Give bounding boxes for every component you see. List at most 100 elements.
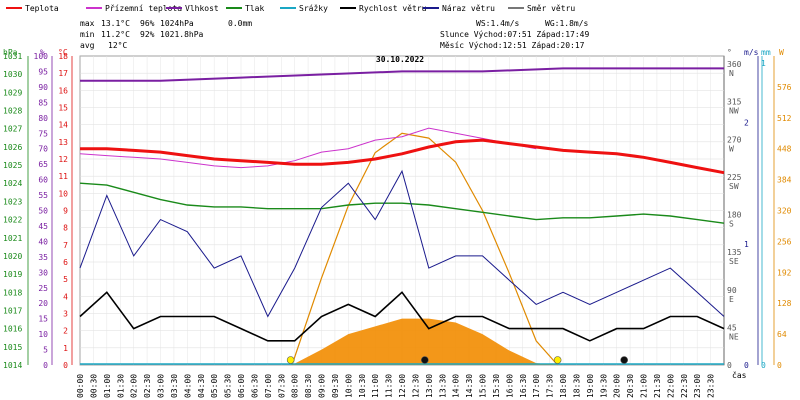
series-temperature [80, 138, 725, 175]
axis-pct-tick: 60 [38, 176, 48, 185]
axis-x-tick: 23:30 [707, 374, 716, 398]
axis-dir-tick: 180 [727, 211, 742, 220]
axis-wm2-tick: 384 [777, 176, 792, 185]
axis-dir-tick: 225 [727, 173, 742, 182]
axis-degc-tick: 0 [63, 361, 68, 370]
axis-x-tick: 22:30 [680, 374, 689, 398]
axis-dir-label: W [729, 144, 734, 153]
axis-x-tick: 14:00 [452, 374, 461, 398]
legend-label: Teplota [25, 4, 59, 13]
axis-hpa-tick: 1015 [3, 343, 22, 352]
axis-x-tick: 05:30 [224, 374, 233, 398]
axis-degc-tick: 10 [58, 189, 68, 198]
axis-ms-tick: 1 [744, 240, 749, 249]
axis-pct-tick: 35 [38, 253, 48, 262]
axis-degc-tick: 17 [58, 69, 68, 78]
series-wind-gust [79, 169, 725, 318]
axis-hpa-tick: 1022 [3, 216, 22, 225]
axis-dir-tick: 90 [727, 286, 737, 295]
series-wind-speed [79, 291, 725, 342]
axis-degc-tick: 14 [58, 121, 68, 130]
axis-pct-tick: 70 [38, 145, 48, 154]
axis-pct-tick: 90 [38, 83, 48, 92]
stat-min-label: min [80, 30, 95, 39]
legend-label: Rychlost větru [359, 4, 427, 13]
axis-pct-tick: 100 [34, 52, 49, 61]
axis-dir-tick: 0 [727, 361, 732, 370]
axis-x-tick: 17:00 [532, 374, 541, 398]
axis-x-tick: 02:30 [143, 374, 152, 398]
axis-degc-unit: °C [58, 48, 68, 57]
axis-dir-tick: 270 [727, 135, 742, 144]
axis-x-tick: 19:30 [599, 374, 608, 398]
axis-x-tick: 21:30 [653, 374, 662, 398]
axis-x-tick: 15:00 [479, 374, 488, 398]
axis-hpa-tick: 1024 [3, 179, 22, 188]
axis-degc-tick: 5 [63, 275, 68, 284]
legend-label: Vlhkost [185, 4, 219, 13]
legend-label: Směr větru [527, 4, 575, 13]
axis-x-tick: 08:30 [304, 374, 313, 398]
axis-x-tick: 03:00 [157, 374, 166, 398]
axis-x-tick: 06:30 [250, 374, 259, 398]
stat-max-press: 1024hPa [160, 19, 194, 28]
axis-dir-label: SE [729, 257, 739, 266]
moonset-marker [620, 356, 628, 364]
axis-degc-tick: 1 [63, 344, 68, 353]
axis-pct-tick: 65 [38, 160, 48, 169]
axis-dir-tick: 315 [727, 98, 742, 107]
axis-x-tick: 01:00 [103, 374, 112, 398]
axis-x-tick: 07:00 [264, 374, 273, 398]
stat-max-rain: 0.0mm [228, 19, 252, 28]
axis-pct-tick: 20 [38, 299, 48, 308]
info-wg: WG:1.8m/s [545, 19, 589, 28]
series-ground-temperature [79, 127, 537, 169]
axis-x-tick: 03:30 [170, 374, 179, 398]
axis-dir-tick: 135 [727, 248, 742, 257]
axis-hpa-unit: hPa [3, 48, 18, 57]
axis-pct-tick: 75 [38, 129, 48, 138]
axis-degc-tick: 15 [58, 104, 68, 113]
moonrise-marker [421, 356, 429, 364]
axis-hpa-tick: 1018 [3, 288, 22, 297]
sunrise-marker [286, 356, 295, 364]
axis-pct-tick: 85 [38, 98, 48, 107]
stat-min-hum: 92% [140, 30, 155, 39]
axis-dir-label: N [729, 69, 734, 78]
axis-x-tick: 11:00 [371, 374, 380, 398]
axis-hpa-tick: 1023 [3, 197, 22, 206]
axis-x-tick: 09:00 [318, 374, 327, 398]
axis-hpa-tick: 1028 [3, 107, 22, 116]
axis-hpa-tick: 1016 [3, 325, 22, 334]
axis-x-tick: 19:00 [586, 374, 595, 398]
axis-dir-label: E [729, 295, 734, 304]
axis-pct-tick: 10 [38, 330, 48, 339]
axis-dir-tick: 45 [727, 323, 737, 332]
axis-x-tick: 18:30 [572, 374, 581, 398]
chart-title: 30.10.2022 [376, 55, 424, 64]
axis-x-tick: 13:30 [438, 374, 447, 398]
axis-dir-label: S [729, 220, 734, 229]
axis-time-label: čas [732, 370, 747, 380]
axis-ms-tick: 2 [744, 119, 749, 128]
axis-degc-tick: 4 [63, 292, 68, 301]
axis-degc-tick: 6 [63, 258, 68, 267]
axis-x-tick: 15:30 [492, 374, 501, 398]
axis-hpa-tick: 1017 [3, 306, 22, 315]
axis-ms-unit: m/s [744, 48, 759, 57]
axis-dir-label: SW [729, 182, 739, 191]
axis-degc-tick: 9 [63, 207, 68, 216]
axis-x-tick: 10:00 [344, 374, 353, 398]
axis-dir-tick: 360 [727, 60, 742, 69]
axis-x-tick: 17:30 [546, 374, 555, 398]
series-solar-curve [291, 132, 559, 366]
axis-hpa-tick: 1031 [3, 52, 22, 61]
series-humidity [80, 67, 724, 82]
axis-degc-tick: 8 [63, 224, 68, 233]
axis-x-tick: 08:00 [291, 374, 300, 398]
axis-hpa-tick: 1026 [3, 143, 22, 152]
info-moon: Měsíc Východ:12:51 Západ:20:17 [440, 41, 585, 50]
legend-label: Srážky [299, 4, 328, 13]
axis-x-tick: 13:00 [425, 374, 434, 398]
